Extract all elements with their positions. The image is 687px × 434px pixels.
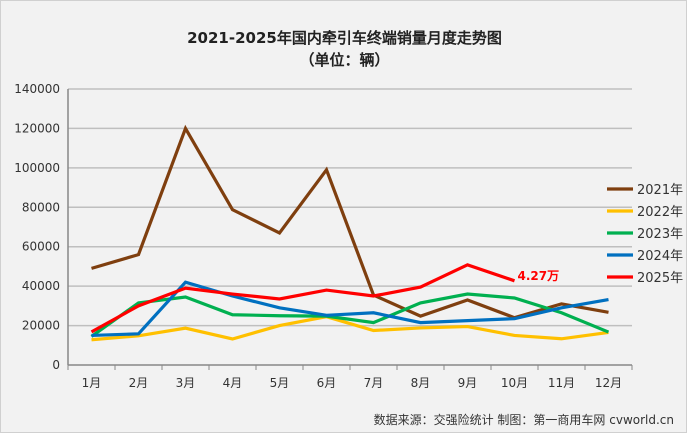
x-tick-label: 6月 <box>317 376 337 390</box>
legend-label: 2022年 <box>637 205 683 220</box>
legend-label: 2024年 <box>637 249 683 264</box>
x-tick-label: 12月 <box>595 376 622 390</box>
series-line-2021年 <box>92 128 609 317</box>
x-tick-label: 10月 <box>501 376 528 390</box>
x-tick-label: 2月 <box>129 376 149 390</box>
legend-label: 2025年 <box>637 271 683 286</box>
y-tick-label: 120000 <box>14 121 60 135</box>
annotation-label: 4.27万 <box>518 269 560 283</box>
x-tick-label: 11月 <box>548 376 575 390</box>
y-tick-label: 60000 <box>22 240 60 254</box>
y-tick-label: 0 <box>52 358 60 372</box>
y-tick-label: 40000 <box>22 279 60 293</box>
y-tick-label: 80000 <box>22 200 60 214</box>
x-tick-label: 3月 <box>176 376 196 390</box>
x-tick-label: 8月 <box>411 376 431 390</box>
y-tick-label: 140000 <box>14 82 60 96</box>
y-tick-label: 100000 <box>14 161 60 175</box>
source-note: 数据来源：交强险统计 制图：第一商用车网 cvworld.cn <box>374 411 674 428</box>
series-line-2024年 <box>92 282 609 335</box>
legend-label: 2021年 <box>637 183 683 198</box>
legend-label: 2023年 <box>637 227 683 242</box>
x-tick-label: 1月 <box>82 376 102 390</box>
x-tick-label: 7月 <box>364 376 384 390</box>
x-tick-label: 5月 <box>270 376 290 390</box>
y-tick-label: 20000 <box>22 319 60 333</box>
x-tick-label: 9月 <box>458 376 478 390</box>
x-tick-label: 4月 <box>223 376 243 390</box>
